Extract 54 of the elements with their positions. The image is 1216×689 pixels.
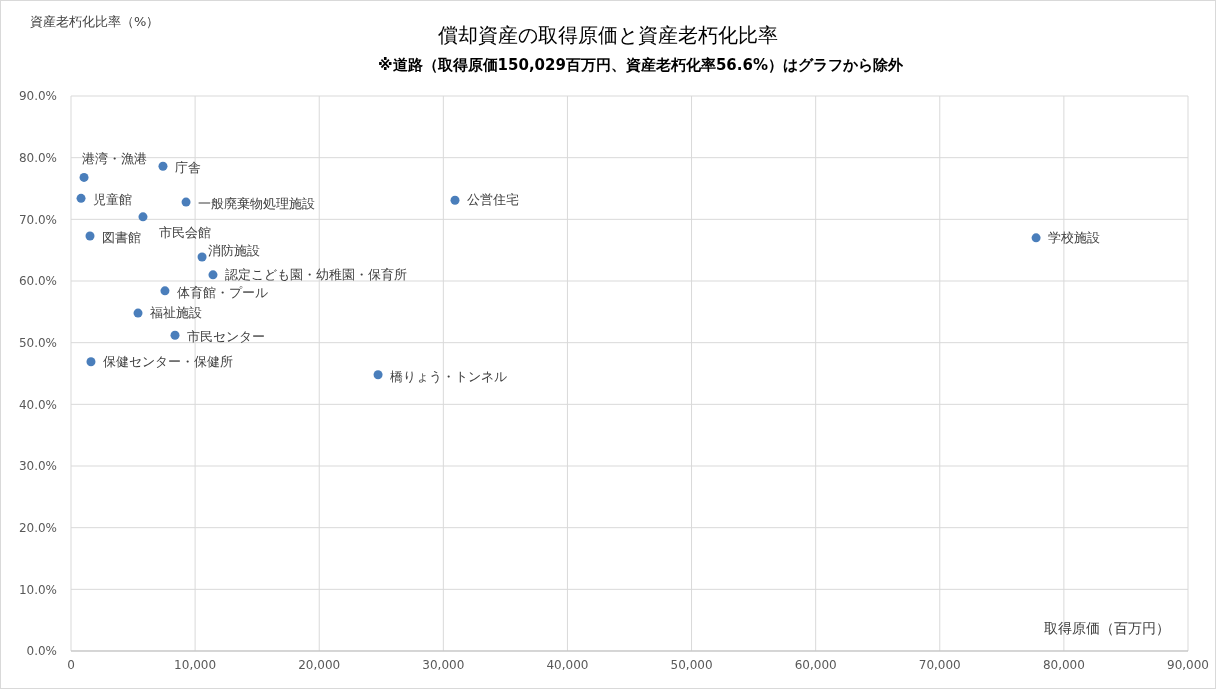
y-tick-label: 30.0% bbox=[18, 459, 57, 474]
annotation: 図書館 bbox=[101, 229, 141, 245]
point bbox=[158, 161, 168, 171]
x-tick-label: 40,000 bbox=[546, 658, 589, 672]
point bbox=[373, 370, 383, 380]
annotation: 児童館 bbox=[93, 192, 133, 208]
x-tick-label: 70,000 bbox=[918, 658, 961, 672]
annotation: 消防施設 bbox=[208, 242, 261, 258]
annotation: 保健センター・保健所 bbox=[102, 353, 233, 369]
point bbox=[76, 193, 86, 203]
annotation: 一般廃棄物処理施設 bbox=[198, 196, 316, 212]
point bbox=[208, 270, 218, 280]
annotation: 橋りょう・トンネル bbox=[390, 368, 508, 384]
point bbox=[1031, 233, 1041, 243]
chart-subtitle: ※道路（取得原価150,029百万円、資産老朽化率56.6%）はグラフから除外 bbox=[378, 56, 904, 74]
x-tick-label: 30,000 bbox=[422, 658, 465, 672]
chart-title: 償却資産の取得原価と資産老朽化比率 bbox=[438, 23, 778, 47]
annotation: 認定こども園・幼稚園・保育所 bbox=[224, 266, 407, 282]
y-tick-label: 20.0% bbox=[18, 520, 57, 535]
y-tick-label: 70.0% bbox=[18, 212, 57, 227]
annotation: 港湾・漁港 bbox=[82, 151, 148, 167]
y-tick-label: 80.0% bbox=[18, 150, 57, 165]
point bbox=[170, 330, 180, 340]
point bbox=[181, 197, 191, 207]
y-tick-label: 60.0% bbox=[18, 274, 57, 289]
y-tick-label: 0.0% bbox=[26, 644, 57, 659]
point bbox=[450, 195, 460, 205]
x-tick-label: 20,000 bbox=[298, 658, 341, 672]
x-tick-label: 90,000 bbox=[1167, 658, 1209, 672]
annotation: 庁舎 bbox=[174, 160, 201, 176]
x-tick-label: 0 bbox=[67, 658, 75, 672]
y-axis-title: 資産老朽化比率（%） bbox=[30, 14, 160, 29]
annotation: 公営住宅 bbox=[467, 192, 519, 208]
point bbox=[197, 252, 207, 262]
point bbox=[85, 231, 95, 241]
annotation: 市民会館 bbox=[158, 224, 211, 240]
y-tick-label: 10.0% bbox=[18, 582, 57, 597]
x-tick-label: 60,000 bbox=[794, 658, 837, 672]
point bbox=[79, 172, 89, 182]
annotation: 福祉施設 bbox=[150, 305, 203, 321]
point bbox=[133, 308, 143, 318]
x-tick-label: 10,000 bbox=[174, 658, 217, 672]
annotation: 学校施設 bbox=[1048, 229, 1101, 245]
x-axis-title: 取得原価（百万円） bbox=[1044, 620, 1170, 636]
point bbox=[86, 357, 96, 367]
x-tick-label: 50,000 bbox=[670, 658, 713, 672]
annotation: 体育館・プール bbox=[176, 284, 268, 300]
x-tick-label: 80,000 bbox=[1042, 658, 1085, 672]
point bbox=[138, 212, 148, 222]
point bbox=[160, 286, 170, 296]
annotation: 市民センター bbox=[187, 329, 266, 345]
y-tick-label: 40.0% bbox=[18, 397, 57, 412]
y-tick-label: 90.0% bbox=[18, 89, 57, 104]
y-tick-label: 50.0% bbox=[18, 335, 57, 350]
